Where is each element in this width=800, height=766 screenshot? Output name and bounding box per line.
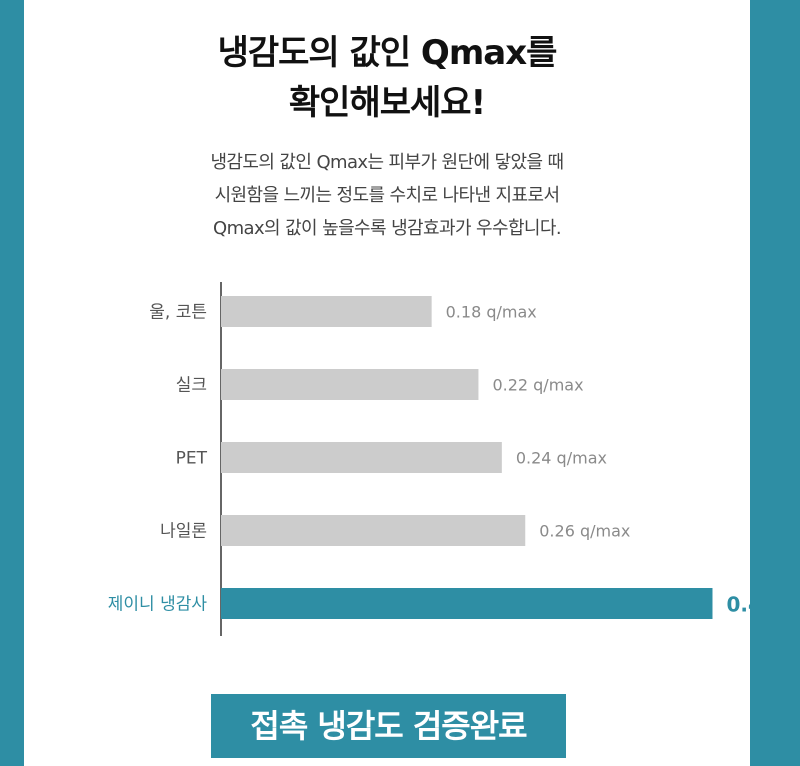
- verification-badge: 접촉 냉감도 검증완료: [211, 694, 566, 758]
- bar-4: [221, 588, 713, 619]
- title-line-1: 냉감도의 값인 Qmax를: [217, 33, 558, 73]
- bar-1: [221, 369, 479, 400]
- category-label-4: 제이니 냉감사: [108, 595, 208, 615]
- title-line-2: 확인해보세요!: [288, 83, 486, 123]
- category-label-1: 실크: [176, 376, 207, 396]
- page-title: 냉감도의 값인 Qmax를 확인해보세요!: [24, 28, 750, 128]
- category-label-2: PET: [176, 449, 208, 469]
- description: 냉감도의 값인 Qmax는 피부가 원단에 닿았을 때 시원함을 느끼는 정도를…: [24, 146, 750, 245]
- value-label-0: 0.18 q/max: [446, 303, 537, 322]
- value-label-4: 0.42 q/max: [726, 593, 750, 617]
- value-label-2: 0.24 q/max: [516, 449, 607, 468]
- value-label-3: 0.26 q/max: [539, 522, 630, 541]
- description-line-2: 시원함을 느끼는 정도를 수치로 나타낸 지표로서: [214, 185, 560, 206]
- category-label-3: 나일론: [160, 522, 207, 542]
- value-label-1: 0.22 q/max: [492, 376, 583, 395]
- content-panel: 냉감도의 값인 Qmax를 확인해보세요! 냉감도의 값인 Qmax는 피부가 …: [24, 0, 750, 766]
- bar-3: [221, 515, 526, 546]
- category-label-0: 울, 코튼: [149, 303, 207, 323]
- bar-0: [221, 296, 432, 327]
- description-line-3: Qmax의 값이 높을수록 냉감효과가 우수합니다.: [213, 218, 562, 239]
- description-line-1: 냉감도의 값인 Qmax는 피부가 원단에 닿았을 때: [210, 152, 564, 173]
- qmax-bar-chart: 울, 코튼 0.18 q/max 실크 0.22 q/max PET 0.24 q/max…: [108, 282, 750, 636]
- bar-2: [221, 442, 502, 473]
